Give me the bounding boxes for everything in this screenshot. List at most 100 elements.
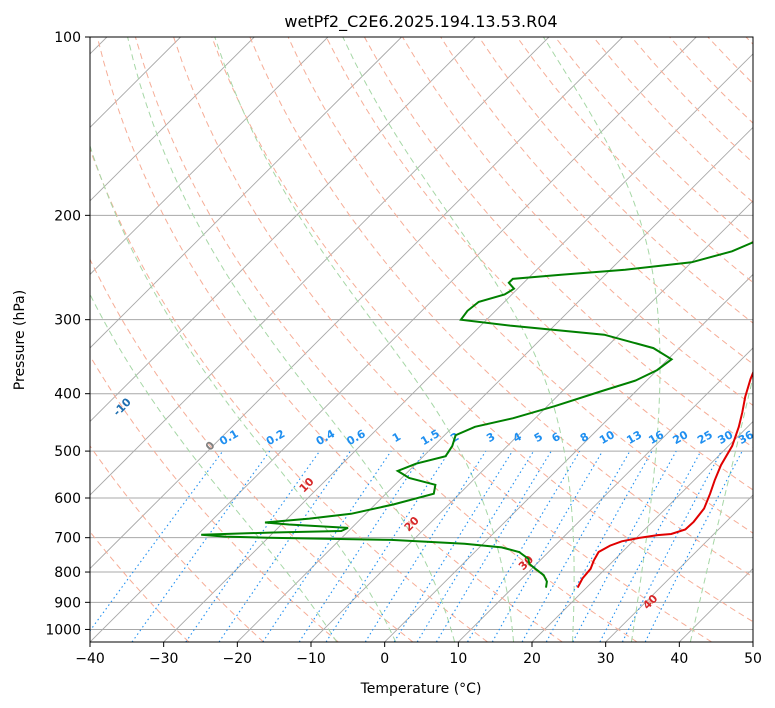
dry-adiabat-line: [211, 37, 753, 623]
mixing-ratio-line: [416, 450, 535, 642]
x-tick-label: −40: [75, 651, 105, 667]
moist-adiabat-line: [127, 37, 456, 642]
moist-adiabat-line: [689, 374, 753, 642]
mixing-ratio-line: [90, 450, 224, 632]
moist-adiabat-line: [542, 37, 661, 642]
mixing-ratio-line: [325, 450, 451, 642]
x-tick-label: 30: [597, 651, 615, 667]
mixing-ratio-label: 25: [695, 428, 715, 447]
dry-adiabat-line: [745, 37, 753, 45]
dry-adiabat-line: [90, 355, 339, 642]
mixing-ratio-label: 0.6: [344, 427, 368, 448]
dry-adiabat-line: [707, 37, 753, 85]
x-axis-label: Temperature (°C): [360, 681, 482, 697]
mixing-ratio-label: 13: [624, 428, 644, 447]
mixing-ratio-label: 4: [511, 430, 524, 445]
mixing-ratio-line: [521, 450, 631, 642]
dry-adiabat-label: 30: [516, 553, 536, 573]
dry-adiabat-line: [440, 37, 753, 365]
dry-adiabat-line: [90, 445, 264, 642]
mixing-ratio-line: [218, 450, 351, 642]
mixing-ratio-line: [185, 450, 321, 642]
mixing-ratio-label: 1: [390, 430, 403, 445]
x-tick-label: 50: [744, 651, 762, 667]
mixing-ratio-line: [599, 450, 702, 642]
dry-adiabat-label: 40: [640, 592, 660, 612]
y-tick-label: 900: [54, 595, 81, 611]
mixing-ratio-label: 16: [646, 428, 666, 447]
mixing-ratio-label: 20: [671, 428, 691, 447]
y-axis-label: Pressure (hPa): [12, 290, 28, 390]
moist-adiabat-line: [90, 144, 397, 642]
temperature-line: [576, 370, 753, 589]
moist-adiabat-line: [214, 37, 515, 642]
mixing-ratio-label: 36: [736, 428, 756, 447]
isotherm-line: [531, 420, 753, 642]
y-tick-label: 1000: [45, 622, 81, 638]
x-tick-label: 20: [523, 651, 541, 667]
isotherm-line: [237, 126, 753, 642]
mixing-ratio-line: [644, 450, 743, 642]
mixing-ratio-label: 1.5: [418, 427, 441, 448]
y-tick-label: 200: [54, 208, 81, 224]
dry-adiabat-line: [478, 37, 753, 324]
isotherm-line: [90, 37, 623, 570]
mixing-ratio-line: [393, 450, 513, 642]
moist-adiabat-line: [342, 37, 575, 642]
mixing-ratio-line: [435, 450, 552, 642]
mixing-ratio-label: 0.1: [217, 427, 240, 448]
x-tick-label: −20: [223, 651, 253, 667]
y-tick-label: 600: [54, 491, 81, 507]
dry-adiabat-line: [90, 147, 488, 642]
isotherm-line: [90, 37, 550, 496]
isotherm-line: [90, 37, 402, 349]
dry-adiabat-label: -10: [111, 395, 134, 418]
series-layer: [201, 241, 753, 589]
dry-adiabat-line: [90, 530, 190, 642]
dry-adiabat-line: [669, 37, 753, 124]
isotherm-line: [605, 494, 753, 642]
isotherm-line: [752, 641, 753, 642]
dewpoint-line: [201, 241, 753, 588]
dry-adiabat-line: [287, 37, 753, 534]
dry-adiabat-line: [173, 37, 712, 642]
isotherm-line: [384, 273, 753, 642]
tick-layer: −40 −30 −20 −10 0 10 20 30 40 50 100 200 300 400 500 60…: [45, 30, 762, 667]
isotherm-line: [163, 53, 753, 642]
y-tick-label: 300: [54, 313, 81, 329]
mixing-ratio-label: 0.4: [314, 427, 338, 448]
mixing-ratio-label: 3: [484, 430, 497, 445]
grid-layer: [90, 37, 753, 642]
y-tick-label: 700: [54, 531, 81, 547]
dry-adiabat-line: [554, 37, 753, 243]
isotherm-line: [90, 37, 255, 202]
y-tick-label: 500: [54, 444, 81, 460]
dry-adiabat-line: [249, 37, 753, 578]
mixing-ratio-line: [298, 450, 426, 642]
isotherm-line: [679, 567, 753, 642]
isotherm-line: [458, 347, 753, 642]
y-tick-label: 100: [54, 30, 81, 46]
mixing-ratio-label: 10: [597, 428, 617, 447]
moist-adiabat-line: [90, 293, 338, 642]
x-tick-label: 10: [449, 651, 467, 667]
isotherm-line: [90, 37, 476, 423]
x-tick-label: 40: [670, 651, 688, 667]
y-tick-label: 400: [54, 387, 81, 403]
mixing-ratio-line: [467, 450, 581, 642]
dry-adiabat-line: [516, 37, 753, 284]
y-tick-label: 800: [54, 565, 81, 581]
mixing-ratio-line: [131, 450, 271, 642]
dry-adiabat-line: [90, 258, 414, 642]
dry-adiabat-line: [325, 37, 753, 491]
isotherm-line: [310, 200, 753, 642]
plot-frame: [89, 36, 754, 643]
dry-adiabat-line: [96, 37, 563, 642]
mixing-ratio-line: [262, 450, 392, 642]
mixing-ratio-label: 0.2: [264, 427, 287, 448]
isotherm-line: [90, 37, 329, 276]
mixing-ratio-line: [364, 450, 487, 642]
chart-title: wetPf2_C2E6.2025.194.13.53.R04: [284, 12, 557, 32]
x-tick-label: −30: [149, 651, 179, 667]
